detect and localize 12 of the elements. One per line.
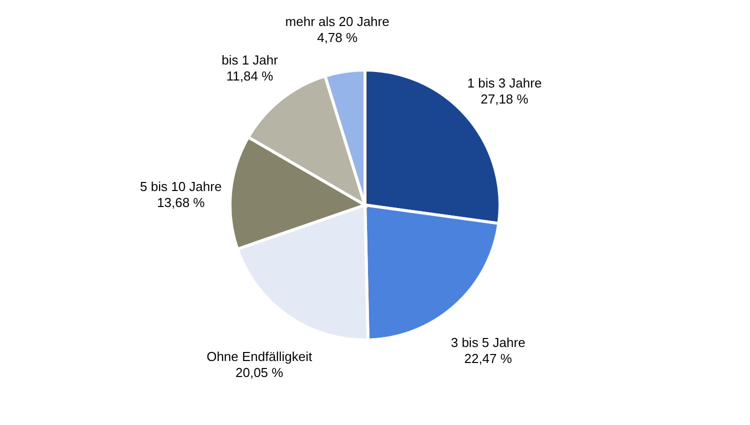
slice-label: 3 bis 5 Jahre [450,335,526,350]
slice-label: mehr als 20 Jahre [285,14,390,30]
slice-label: bis 1 Jahr [222,52,279,68]
slice-label: Ohne Endfälligkeit [206,348,312,364]
data-label: 20,05 % [235,364,284,380]
data-label: 13,68 % [157,195,206,210]
data-label: 11,84 % [226,68,274,84]
slice-label: 5 bis 10 Jahre [140,179,222,194]
data-label: 27,18 % [480,91,529,106]
slice-label: 1 bis 3 Jahre [467,75,542,90]
data-label: 4,78 % [317,30,358,46]
data-label: 22,47 % [464,351,512,366]
